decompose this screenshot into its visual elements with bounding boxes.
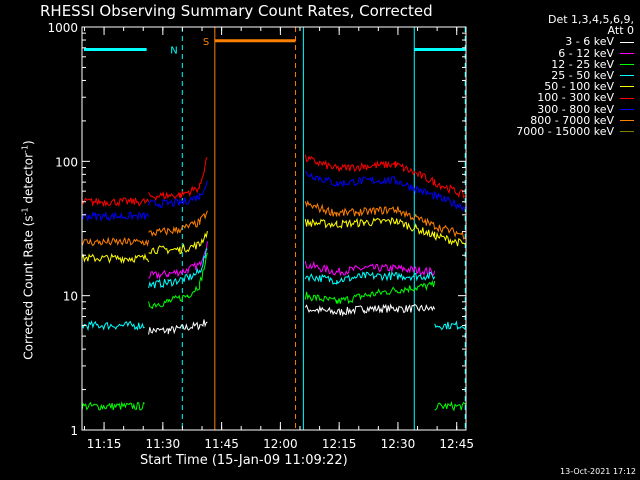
plot-frame	[81, 26, 467, 431]
legend-swatch-7	[620, 119, 634, 121]
series-line-7-2	[304, 199, 467, 240]
x-tick-label-0: 11:15	[87, 437, 122, 451]
series-line-6-1	[148, 180, 208, 209]
legend-swatch-8	[620, 131, 634, 133]
legend-swatch-1	[620, 52, 634, 54]
legend-label-4: 50 - 100 keV	[544, 80, 614, 94]
y-tick-label-0: 1	[70, 424, 78, 438]
series-line-2-3	[434, 401, 467, 412]
x-axis-label: Start Time (15-Jan-09 11:09:22)	[140, 453, 348, 468]
series-line-4-1	[148, 231, 208, 255]
series-line-4-2	[304, 217, 467, 247]
series-line-1-0	[148, 241, 208, 280]
legend-swatch-6	[620, 108, 634, 110]
x-tick-label-2: 11:45	[204, 437, 239, 451]
legend-entry-7: 800 - 7000 keV	[516, 115, 634, 126]
series-line-0-0	[148, 319, 208, 335]
legend-label-5: 100 - 300 keV	[537, 91, 614, 105]
legend-swatch-4	[620, 86, 634, 88]
legend-label-0: 3 - 6 keV	[565, 35, 614, 49]
y-axis-label: Corrected Count Rate (s-1 detector-1)	[20, 140, 36, 360]
series-line-7-1	[148, 210, 208, 237]
series-line-1-1	[304, 260, 436, 277]
legend-entry-3: 25 - 50 keV	[516, 70, 634, 81]
x-tick-label-4: 12:15	[322, 437, 357, 451]
series-line-4-0	[81, 252, 150, 265]
legend-label-2: 12 - 25 keV	[551, 57, 614, 71]
legend-entry-0: 3 - 6 keV	[516, 35, 634, 49]
chart-title: RHESSI Observing Summary Count Rates, Co…	[40, 2, 433, 20]
legend-entry-8: 7000 - 15000 keV	[516, 126, 634, 137]
y-axis-label-exponent-1: -1	[20, 207, 30, 216]
series-line-2-0	[81, 401, 145, 411]
series-line-6-0	[81, 210, 150, 222]
series-line-3-3	[434, 320, 467, 331]
series-line-2-2	[304, 279, 436, 305]
series-line-6-2	[304, 170, 467, 212]
legend-entry-5: 100 - 300 keV	[516, 91, 634, 105]
annotation-label-1: S	[203, 37, 209, 48]
legend-swatch-2	[620, 63, 634, 65]
legend-entry-1: 6 - 12 keV	[516, 46, 634, 60]
legend-entry-4: 50 - 100 keV	[516, 81, 634, 92]
timestamp: 13-Oct-2021 17:12	[560, 467, 636, 476]
series-line-5-2	[304, 154, 467, 199]
legend-header-1: Det 1,3,4,5,6,9,	[547, 13, 634, 26]
legend-label-6: 300 - 800 keV	[537, 102, 614, 116]
series-line-2-1	[148, 252, 208, 310]
legend-entry-6: 300 - 800 keV	[516, 102, 634, 116]
y-tick-label-3: 1000	[47, 21, 78, 35]
series-line-3-2	[304, 270, 436, 285]
x-tick-label-5: 12:30	[381, 437, 416, 451]
series-line-3-0	[81, 320, 145, 332]
legend: Det 1,3,4,5,6,9, Att 0 3 - 6 keV 6 - 12 k…	[516, 14, 634, 137]
legend-swatch-3	[620, 75, 634, 77]
legend-label-3: 25 - 50 keV	[551, 69, 614, 83]
legend-swatch-0	[620, 41, 634, 43]
x-tick-label-6: 12:45	[439, 437, 474, 451]
series-line-3-1	[148, 248, 208, 289]
series-line-7-0	[81, 236, 150, 247]
annotation-label-0: N	[170, 45, 177, 56]
series-line-0-1	[304, 303, 436, 317]
y-tick-label-2: 100	[55, 155, 78, 169]
y-tick-label-1: 10	[63, 290, 78, 304]
series-line-5-0	[81, 197, 150, 208]
legend-label-8: 7000 - 15000 keV	[516, 125, 614, 139]
x-tick-label-3: 12:00	[263, 437, 298, 451]
x-tick-label-1: 11:30	[146, 437, 181, 451]
legend-label-7: 800 - 7000 keV	[530, 113, 614, 127]
series-line-5-1	[148, 157, 208, 201]
legend-label-1: 6 - 12 keV	[558, 46, 614, 60]
y-axis-label-exponent-2: -1	[20, 144, 30, 153]
legend-entry-2: 12 - 25 keV	[516, 59, 634, 70]
legend-swatch-5	[620, 97, 634, 99]
legend-header-2: Att 0	[607, 24, 634, 38]
